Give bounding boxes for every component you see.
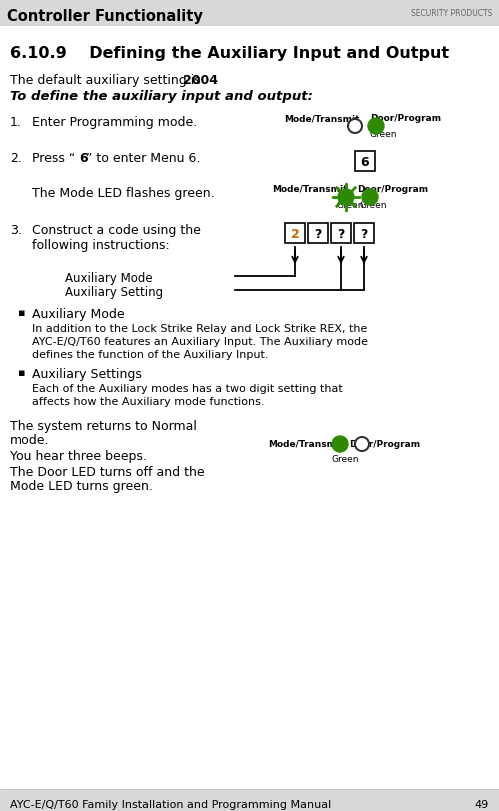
- Text: Green: Green: [337, 201, 364, 210]
- Bar: [308, 224, 328, 243]
- Text: .: .: [214, 74, 218, 87]
- Circle shape: [362, 190, 378, 206]
- Text: In addition to the Lock Strike Relay and Lock Strike REX, the: In addition to the Lock Strike Relay and…: [32, 324, 367, 333]
- Text: Auxiliary Mode: Auxiliary Mode: [65, 272, 153, 285]
- Text: ?: ?: [360, 227, 368, 240]
- Text: Auxiliary Setting: Auxiliary Setting: [65, 285, 163, 298]
- Circle shape: [368, 119, 384, 135]
- Text: 49: 49: [475, 799, 489, 809]
- Text: Mode/Transmit: Mode/Transmit: [268, 440, 343, 448]
- Circle shape: [332, 436, 348, 453]
- Circle shape: [355, 437, 369, 452]
- Bar: [285, 224, 305, 243]
- Text: defines the function of the Auxiliary Input.: defines the function of the Auxiliary In…: [32, 350, 268, 359]
- Text: ?: ?: [337, 227, 345, 240]
- Text: Press “: Press “: [32, 152, 75, 165]
- Text: Each of the Auxiliary modes has a two digit setting that: Each of the Auxiliary modes has a two di…: [32, 384, 343, 393]
- Bar: [354, 224, 374, 243]
- Text: To define the auxiliary input and output:: To define the auxiliary input and output…: [10, 90, 313, 103]
- Text: The Door LED turns off and the: The Door LED turns off and the: [10, 466, 205, 478]
- Bar: [0, 0, 499, 26]
- Text: 2004: 2004: [183, 74, 218, 87]
- Text: 2: 2: [290, 227, 299, 240]
- Text: ” to enter Menu 6.: ” to enter Menu 6.: [86, 152, 201, 165]
- Text: Mode/Transmit: Mode/Transmit: [272, 185, 347, 194]
- Text: Door/Program: Door/Program: [349, 440, 420, 448]
- Text: Green: Green: [332, 454, 359, 463]
- Text: 6.10.9    Defining the Auxiliary Input and Output: 6.10.9 Defining the Auxiliary Input and …: [10, 46, 449, 61]
- Text: Door/Program: Door/Program: [370, 114, 441, 122]
- Text: SECURITY PRODUCTS: SECURITY PRODUCTS: [411, 10, 492, 19]
- Text: Door/Program: Door/Program: [357, 185, 428, 194]
- Text: Green: Green: [360, 201, 388, 210]
- Text: AYC-E/Q/T60 features an Auxiliary Input. The Auxiliary mode: AYC-E/Q/T60 features an Auxiliary Input.…: [32, 337, 368, 346]
- Text: Auxiliary Mode: Auxiliary Mode: [32, 307, 125, 320]
- Text: ?: ?: [314, 227, 322, 240]
- Bar: [0, 789, 499, 811]
- Text: You hear three beeps.: You hear three beeps.: [10, 449, 147, 462]
- Text: 6: 6: [79, 152, 88, 165]
- Bar: [331, 224, 351, 243]
- Text: Auxiliary Settings: Auxiliary Settings: [32, 367, 142, 380]
- Bar: [355, 152, 375, 172]
- Text: Mode/Transmit: Mode/Transmit: [284, 114, 359, 122]
- Text: mode.: mode.: [10, 433, 49, 446]
- Text: 2.: 2.: [10, 152, 22, 165]
- Text: The Mode LED flashes green.: The Mode LED flashes green.: [32, 187, 215, 200]
- Text: affects how the Auxiliary mode functions.: affects how the Auxiliary mode functions…: [32, 397, 264, 406]
- Text: 6: 6: [361, 156, 369, 169]
- Text: The system returns to Normal: The system returns to Normal: [10, 419, 197, 432]
- Text: Construct a code using the: Construct a code using the: [32, 224, 201, 237]
- Circle shape: [338, 190, 354, 206]
- Text: Enter Programming mode.: Enter Programming mode.: [32, 116, 197, 129]
- Text: 3.: 3.: [10, 224, 22, 237]
- Circle shape: [348, 120, 362, 134]
- Text: The default auxiliary setting is: The default auxiliary setting is: [10, 74, 205, 87]
- Text: AYC-E/Q/T60 Family Installation and Programming Manual: AYC-E/Q/T60 Family Installation and Prog…: [10, 799, 331, 809]
- Text: 1.: 1.: [10, 116, 22, 129]
- Text: ▪: ▪: [18, 307, 25, 318]
- Text: Mode LED turns green.: Mode LED turns green.: [10, 479, 153, 492]
- Text: Green: Green: [370, 130, 398, 139]
- Text: Controller Functionality: Controller Functionality: [7, 10, 203, 24]
- Text: following instructions:: following instructions:: [32, 238, 170, 251]
- Text: ▪: ▪: [18, 367, 25, 378]
